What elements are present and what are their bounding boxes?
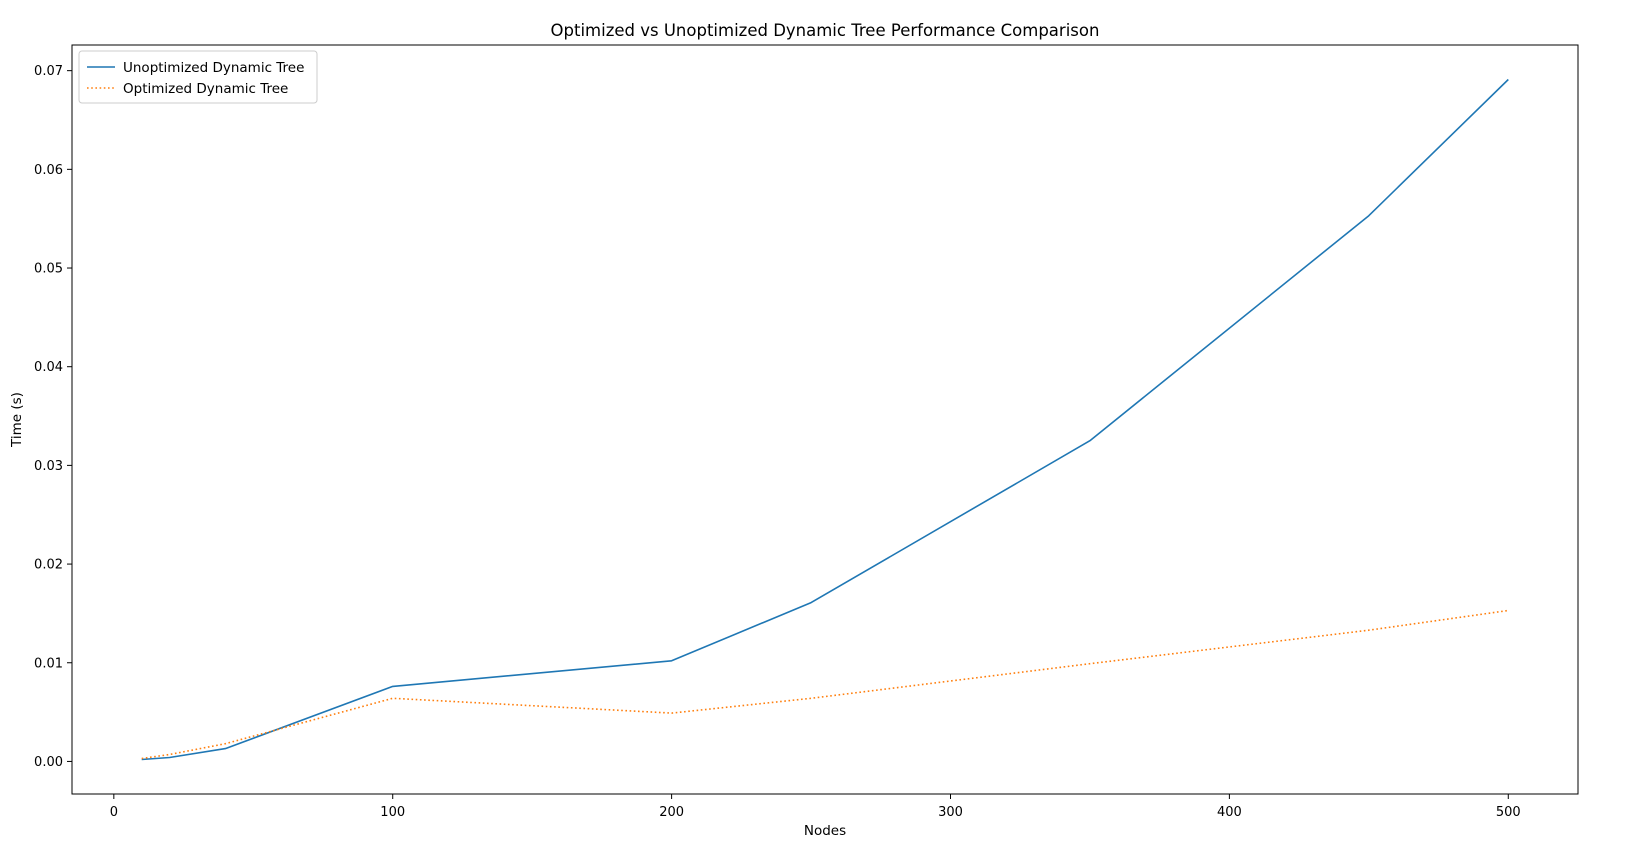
y-tick-label: 0.05 bbox=[34, 262, 63, 277]
x-tick-label: 500 bbox=[1496, 805, 1521, 820]
y-tick-label: 0.00 bbox=[34, 755, 63, 770]
legend-entry-0: Unoptimized Dynamic Tree bbox=[123, 60, 304, 76]
x-tick-label: 300 bbox=[938, 805, 963, 820]
series-layer bbox=[141, 78, 1509, 761]
series-line-1 bbox=[141, 609, 1509, 760]
x-axis-label: Nodes bbox=[804, 823, 846, 839]
series-line-0 bbox=[141, 78, 1509, 761]
y-tick-label: 0.03 bbox=[34, 459, 63, 474]
chart-title: Optimized vs Unoptimized Dynamic Tree Pe… bbox=[551, 21, 1100, 40]
y-tick-label: 0.02 bbox=[34, 558, 63, 573]
y-tick-label: 0.06 bbox=[34, 163, 63, 178]
x-tick-label: 200 bbox=[659, 805, 684, 820]
legend-box bbox=[78, 50, 318, 104]
x-tick-label: 0 bbox=[110, 805, 118, 820]
x-tick-label: 400 bbox=[1217, 805, 1242, 820]
y-axis: 0.00 0.01 0.02 0.03 0.04 0.05 0.06 0.07 bbox=[34, 64, 72, 770]
y-tick-label: 0.01 bbox=[34, 656, 63, 671]
x-axis: 0 100 200 300 400 500 bbox=[110, 794, 1521, 820]
y-tick-label: 0.04 bbox=[34, 360, 63, 375]
x-tick-label: 100 bbox=[380, 805, 405, 820]
plot-area bbox=[71, 44, 1579, 795]
y-axis-label: Time (s) bbox=[9, 392, 25, 448]
legend: Unoptimized Dynamic Tree Optimized Dynami… bbox=[78, 50, 318, 104]
legend-entry-1: Optimized Dynamic Tree bbox=[123, 81, 288, 97]
y-tick-label: 0.07 bbox=[34, 64, 63, 79]
